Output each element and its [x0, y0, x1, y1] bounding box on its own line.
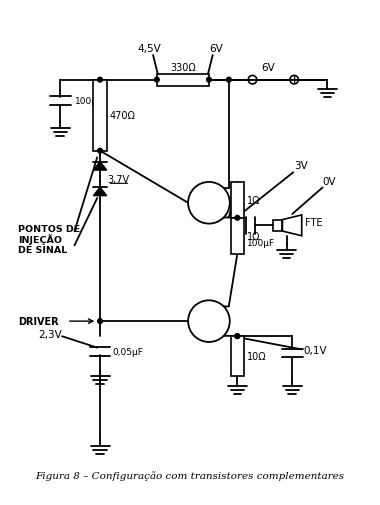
- Polygon shape: [93, 188, 107, 196]
- Circle shape: [235, 334, 240, 339]
- Text: INJEÇÃO: INJEÇÃO: [17, 234, 62, 245]
- Text: 10Ω: 10Ω: [247, 351, 266, 361]
- Text: 3V: 3V: [294, 161, 308, 171]
- Text: 330Ω: 330Ω: [170, 63, 196, 73]
- Bar: [93, 80, 107, 152]
- Bar: [231, 336, 244, 376]
- Text: 1Ω: 1Ω: [247, 231, 260, 241]
- Circle shape: [98, 319, 103, 324]
- Text: 6V: 6V: [261, 63, 275, 73]
- Bar: [273, 220, 282, 232]
- Text: 1Ω: 1Ω: [247, 195, 260, 206]
- Text: DRIVER: DRIVER: [17, 317, 58, 326]
- Circle shape: [155, 78, 159, 83]
- Bar: [157, 74, 209, 87]
- Text: Figura 8 – Configuração com transistores complementares: Figura 8 – Configuração com transistores…: [35, 471, 345, 480]
- Circle shape: [98, 149, 103, 154]
- Text: 2,3V: 2,3V: [38, 330, 62, 340]
- Text: 0V: 0V: [323, 176, 336, 186]
- Circle shape: [235, 334, 240, 339]
- Circle shape: [188, 183, 230, 224]
- Text: 470Ω: 470Ω: [109, 111, 135, 121]
- Circle shape: [226, 78, 231, 83]
- Text: +: +: [290, 75, 299, 84]
- Text: PONTOS DE: PONTOS DE: [17, 224, 80, 233]
- Circle shape: [98, 78, 103, 83]
- Circle shape: [235, 216, 240, 221]
- Text: 100µF: 100µF: [247, 238, 275, 247]
- Text: 3,7V: 3,7V: [108, 174, 130, 184]
- Text: FTE: FTE: [305, 217, 322, 227]
- Text: −: −: [245, 75, 254, 84]
- Circle shape: [188, 300, 230, 342]
- Bar: [231, 182, 244, 218]
- Text: 0,05µF: 0,05µF: [112, 347, 143, 356]
- Polygon shape: [93, 162, 107, 171]
- Circle shape: [207, 78, 211, 83]
- Bar: [231, 218, 244, 254]
- Text: 4,5V: 4,5V: [138, 44, 161, 54]
- Text: 100µF: 100µF: [74, 97, 103, 106]
- Text: DE SINAL: DE SINAL: [17, 245, 67, 254]
- Text: 6V: 6V: [210, 44, 223, 54]
- Text: 0,1V: 0,1V: [304, 345, 327, 356]
